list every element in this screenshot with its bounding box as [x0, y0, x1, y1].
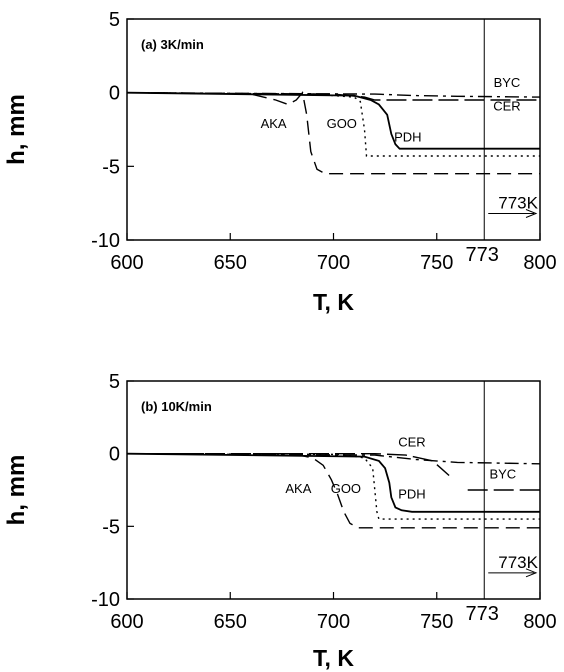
x-tick-label: 650 [214, 611, 247, 633]
chart-panel-0: 600 650 700 750 800 5 0 -5 -10 T, K h, mm (a) 3K/mi… [3, 9, 557, 315]
series-label-cer: CER [398, 434, 425, 449]
x-tick-label: 600 [110, 252, 143, 274]
marker-arrow-label: 773K [498, 553, 538, 572]
series-line-pdh [126, 91, 540, 150]
series-line-cer [127, 453, 450, 477]
series-line-byc [126, 92, 541, 98]
y-tick-label: 0 [109, 83, 120, 105]
panel-title: (b) 10K/min [141, 399, 212, 414]
chart-panel-1: 600 650 700 750 800 5 0 -5 -10 T, K h, mm (b) 10K/m… [3, 371, 557, 671]
x-tick-label: 800 [523, 611, 556, 633]
x-tick-label: 700 [317, 611, 350, 633]
x-tick-label: 700 [317, 252, 350, 274]
y-axis-label: h, mm [3, 455, 30, 526]
series-label-pdh: PDH [394, 129, 421, 144]
y-tick-label: -5 [102, 516, 120, 538]
series-line-byc [126, 453, 541, 465]
x-tick-label: 600 [110, 611, 143, 633]
x-tick-label: 750 [420, 252, 453, 274]
arrow-head-icon [525, 568, 538, 578]
panel-title: (a) 3K/min [141, 37, 204, 52]
series-label-byc: BYC [494, 75, 521, 90]
series-label-cer: CER [493, 98, 520, 113]
marker-tick-label: 773 [466, 244, 499, 266]
series-label-aka: AKA [261, 116, 287, 131]
x-axis-label: T, K [313, 645, 354, 671]
series-line-aka [126, 91, 540, 175]
marker-tick-label: 773 [466, 603, 499, 625]
x-tick-label: 650 [214, 252, 247, 274]
series-label-goo: GOO [331, 481, 361, 496]
x-tick-label: 800 [523, 252, 556, 274]
y-axis-label: h, mm [3, 94, 30, 165]
series-label-pdh: PDH [398, 487, 425, 502]
x-tick-label: 750 [420, 611, 453, 633]
series-label-aka: AKA [285, 481, 311, 496]
y-tick-label: -5 [102, 156, 120, 178]
series-label-goo: GOO [327, 116, 357, 131]
y-tick-label: -10 [91, 589, 120, 611]
y-tick-label: -10 [91, 230, 120, 252]
marker-arrow-label: 773K [498, 193, 538, 212]
x-axis-label: T, K [313, 289, 354, 315]
y-tick-label: 5 [109, 371, 120, 393]
y-tick-label: 0 [109, 444, 120, 466]
arrow-head-icon [525, 209, 538, 218]
y-tick-label: 5 [109, 9, 120, 31]
series-label-byc: BYC [489, 466, 516, 481]
series-line-pdh [126, 452, 540, 513]
